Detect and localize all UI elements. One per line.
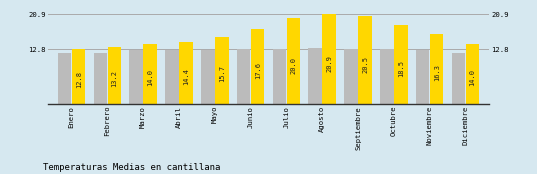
Bar: [380, 49, 394, 104]
Text: 14.0: 14.0: [469, 69, 475, 86]
Text: 14.4: 14.4: [183, 68, 189, 85]
Text: 17.6: 17.6: [255, 62, 260, 79]
Text: 15.7: 15.7: [219, 65, 225, 82]
Bar: [344, 49, 358, 104]
Bar: [108, 48, 121, 104]
Bar: [416, 50, 429, 104]
Text: 18.5: 18.5: [398, 60, 404, 77]
Bar: [129, 50, 143, 104]
Bar: [466, 44, 480, 104]
Bar: [237, 49, 250, 104]
Bar: [143, 44, 157, 104]
Bar: [215, 37, 229, 104]
Text: 20.5: 20.5: [362, 56, 368, 73]
Bar: [165, 50, 179, 104]
Bar: [251, 29, 265, 104]
Bar: [179, 42, 193, 104]
Bar: [358, 16, 372, 104]
Text: 16.3: 16.3: [434, 64, 440, 81]
Bar: [93, 53, 107, 104]
Text: 12.8: 12.8: [76, 71, 82, 88]
Text: 14.0: 14.0: [147, 69, 153, 86]
Bar: [452, 53, 465, 104]
Text: 13.2: 13.2: [112, 70, 118, 87]
Text: 20.9: 20.9: [326, 55, 332, 72]
Bar: [57, 53, 71, 104]
Bar: [394, 25, 408, 104]
Text: 20.0: 20.0: [291, 57, 296, 74]
Text: Temperaturas Medias en cantillana: Temperaturas Medias en cantillana: [43, 163, 220, 172]
Bar: [430, 34, 444, 104]
Bar: [287, 18, 300, 104]
Bar: [308, 48, 322, 104]
Bar: [272, 49, 286, 104]
Bar: [323, 14, 336, 104]
Bar: [72, 49, 85, 104]
Bar: [201, 50, 214, 104]
